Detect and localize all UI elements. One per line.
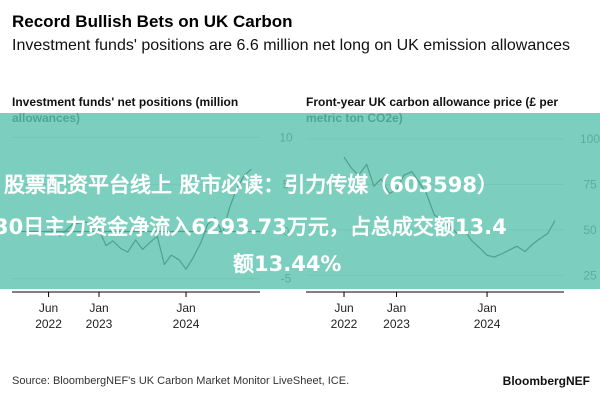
net-positions-x-tick-month-2: Jan [176, 301, 195, 315]
net-positions-x-tick-year-2: 2024 [173, 317, 200, 331]
price-x-tick-year-1: 2023 [383, 317, 410, 331]
overlay-line-3: 额13.44% [233, 252, 342, 276]
brand-logo: BloombergNEF [502, 374, 590, 388]
price-x-tick-year-2: 2024 [474, 317, 501, 331]
price-x-tick-month-0: Jun [334, 301, 353, 315]
page-subtitle: Investment funds' positions are 6.6 mill… [12, 37, 571, 54]
price-x-tick-month-2: Jan [477, 301, 496, 315]
price-x-tick-month-1: Jan [387, 301, 406, 315]
net-positions-x-tick-month-0: Jun [39, 301, 58, 315]
net-positions-x-tick-month-1: Jan [89, 301, 108, 315]
text-overlay-banner: 股票配资平台线上 股市必读：引力传媒（603598） 30日主力资金净流入629… [0, 113, 600, 289]
net-positions-x-tick-year-1: 2023 [86, 317, 113, 331]
overlay-line-2: 30日主力资金净流入6293.73万元，占总成交额13.4 [0, 215, 507, 239]
net-positions-x-tick-year-0: 2022 [35, 317, 62, 331]
page-title: Record Bullish Bets on UK Carbon [12, 12, 293, 31]
price-x-tick-year-0: 2022 [331, 317, 358, 331]
source-note: Source: BloombergNEF's UK Carbon Market … [12, 375, 350, 387]
overlay-line-1: 股票配资平台线上 股市必读：引力传媒（603598） [4, 173, 498, 197]
